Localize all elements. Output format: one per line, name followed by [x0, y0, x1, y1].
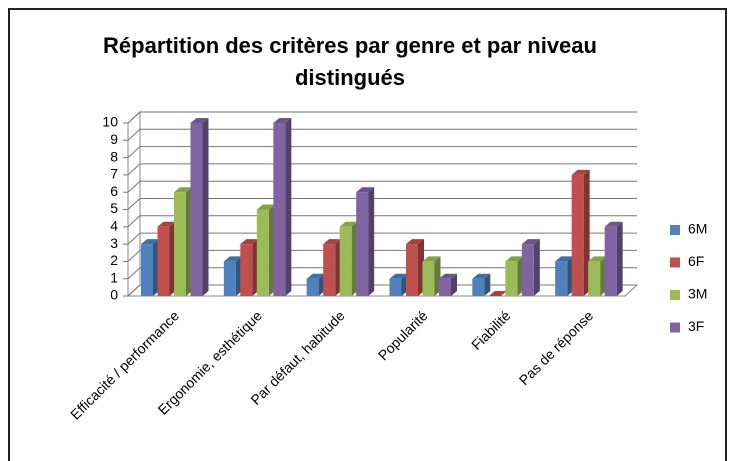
bar: [472, 278, 485, 296]
bar-top: [472, 273, 491, 279]
y-tick-label: 1: [110, 269, 118, 285]
bar-top: [157, 221, 176, 227]
bar: [571, 174, 584, 296]
grid-line: [127, 267, 637, 280]
bar-top: [323, 239, 342, 245]
grid-line: [127, 111, 637, 124]
bar-top: [356, 187, 375, 193]
grid-line: [127, 198, 637, 210]
bar: [323, 244, 336, 296]
bar-top: [505, 256, 524, 262]
bar: [273, 123, 286, 296]
bar: [190, 123, 203, 296]
bar: [389, 278, 402, 296]
grid-line: [127, 180, 637, 193]
y-tick-label: 6: [110, 183, 118, 199]
bar: [422, 261, 435, 296]
bar-top: [306, 273, 325, 279]
legend-label: 6F: [688, 253, 704, 269]
y-tick-label: 9: [110, 131, 118, 147]
grid-line: [127, 249, 637, 262]
bar-side: [451, 273, 457, 296]
bar-top: [256, 204, 275, 210]
bar-side: [484, 273, 491, 296]
bar-side: [616, 221, 623, 296]
bar: [306, 278, 319, 296]
grid-line: [127, 128, 637, 141]
bar: [521, 244, 534, 296]
bar: [555, 261, 568, 296]
bar-top: [604, 221, 623, 227]
x-tick-label: Pas de réponse: [516, 307, 597, 388]
y-tick-label: 0: [110, 287, 118, 303]
bar-top: [521, 239, 540, 245]
grid-line: [127, 146, 637, 158]
bar-top: [588, 256, 607, 262]
bar: [174, 192, 186, 296]
bar-top: [273, 118, 292, 123]
y-tick-label: 7: [110, 166, 118, 182]
legend-swatch: [670, 290, 680, 300]
bar-side: [285, 118, 292, 296]
bar-top: [190, 118, 209, 123]
bar-top: [439, 273, 457, 279]
bar: [588, 261, 601, 296]
legend-label: 3F: [688, 318, 704, 334]
bar-top: [555, 256, 574, 262]
y-tick-label: 4: [110, 218, 118, 234]
bar: [157, 226, 170, 296]
bar-top: [174, 187, 192, 193]
grid-line: [127, 163, 637, 176]
grid-line: [127, 284, 637, 297]
y-tick-label: 8: [110, 148, 118, 164]
chart-title: Répartition des critères par genre et pa…: [103, 33, 597, 90]
legend-swatch: [670, 225, 680, 235]
bar-top: [422, 256, 441, 262]
bar-top: [389, 273, 408, 279]
x-tick-label: Fiabilité: [468, 307, 514, 353]
bar-top: [406, 239, 424, 245]
legend-swatch: [670, 257, 680, 268]
bar-side: [533, 239, 540, 296]
bar-top: [223, 256, 242, 262]
bar-side: [202, 118, 209, 296]
y-tick-label: 10: [102, 114, 118, 130]
grid-line: [127, 215, 637, 228]
y-tick-label: 3: [110, 235, 118, 251]
bar: [339, 226, 352, 296]
bar: [604, 226, 617, 296]
legend-label: 6M: [688, 221, 707, 237]
legend-swatch: [670, 322, 680, 333]
bar: [406, 244, 418, 296]
legend-label: 3M: [688, 286, 707, 302]
bar-top: [571, 169, 590, 175]
bar: [439, 278, 451, 296]
bar-top: [240, 239, 259, 245]
bar: [223, 261, 236, 296]
bar: [141, 244, 153, 296]
bar: [505, 261, 518, 296]
x-tick-label: Popularité: [375, 307, 431, 363]
grid-line: [127, 232, 637, 245]
y-tick-label: 2: [110, 252, 118, 268]
bar: [356, 192, 369, 296]
bar-side: [368, 187, 375, 296]
y-tick-label: 5: [110, 200, 118, 216]
chart-frame: [8, 8, 727, 461]
x-tick-label: Par défaut, habitude: [247, 307, 348, 408]
bar: [240, 244, 253, 296]
bar-top: [141, 239, 159, 245]
bar-top: [339, 221, 358, 227]
bar-top: [488, 291, 507, 296]
bar: [256, 209, 269, 296]
